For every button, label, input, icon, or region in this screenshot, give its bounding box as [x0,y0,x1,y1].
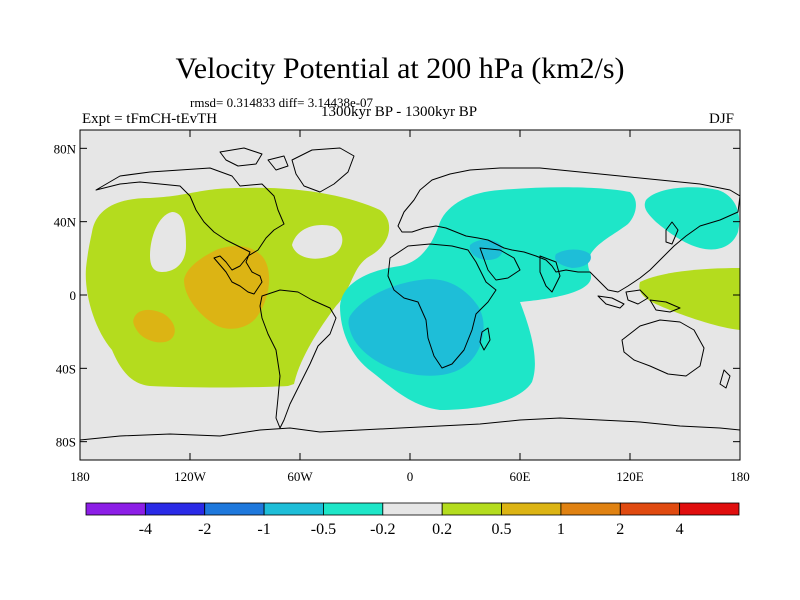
colorbar-label: 4 [676,521,684,538]
negative-center-asia [555,249,591,268]
experiment-label: Expt = tFmCH-tEvTH [82,111,218,127]
lon-tick-label: 180 [70,469,90,484]
colorbar-label: -4 [139,521,152,538]
colorbar-box [501,502,562,516]
lon-tick-label: 120W [174,469,207,484]
coast-north-america [95,167,285,295]
positive-anomaly-east [639,268,740,330]
contour-fields [85,187,740,410]
positive-center-west [184,246,270,329]
coast-greenland [291,147,355,193]
latitude-axis: 80N 40N 0 40S 80S [54,141,740,450]
negative-anomaly-northeast [644,187,740,250]
colorbar-box [382,502,443,516]
colorbar-label: 1 [557,521,565,538]
colorbar-label: 0.5 [492,521,512,538]
lat-tick-label: 40N [54,215,77,230]
coastlines [80,147,740,441]
colorbar-box [619,502,681,516]
lat-tick-label: 80N [54,141,77,156]
lon-tick-label: 180 [730,469,750,484]
coast-south-america [259,289,337,429]
colorbar-box [679,502,740,516]
coast-arctic-islands [219,147,289,171]
longitude-axis: 180 120W 60W 0 60E 120E 180 [70,130,750,484]
coast-india [539,255,561,293]
lon-tick-label: 60W [287,469,313,484]
positive-center-southwest [133,309,175,343]
coast-antarctica [80,417,740,441]
lat-tick-label: 40S [56,361,76,376]
coast-new-zealand [719,369,731,389]
colorbar-box [263,502,324,516]
coast-eurasia [397,167,740,293]
coast-africa [387,243,497,369]
negative-center-central [348,279,484,376]
coast-arabia [479,247,521,281]
season-label: DJF [709,111,735,127]
colorbar-label: -2 [198,521,211,538]
colorbar-label: -0.2 [370,521,395,538]
background-hole-west [150,212,186,272]
period-label: 1300kyr BP - 1300kyr BP [321,104,478,120]
colorbar-label: -1 [257,521,270,538]
colorbar-box [144,502,206,516]
colorbar-box [204,502,265,516]
lat-tick-label: 0 [70,288,77,303]
colorbar-box [323,502,384,516]
colorbar-label: -0.5 [311,521,336,538]
coast-maritime-continent [597,289,681,313]
lat-tick-label: 80S [56,435,76,450]
coast-madagascar [479,327,491,351]
colorbar-box [85,502,146,516]
colorbar-label: 2 [616,521,624,538]
lon-tick-label: 120E [616,469,644,484]
coast-australia [621,319,705,377]
stats-text: rmsd= 0.314833 diff= 3.14438e-07 [190,95,374,110]
negative-center-north [469,239,503,260]
background-hole-north [292,224,343,259]
lon-tick-label: 0 [407,469,414,484]
colorbar-box [560,502,621,516]
colorbar: -4 -2 -1 -0.5 -0.2 0.2 0.5 1 2 4 [85,502,740,538]
map-title: Velocity Potential at 200 hPa (km2/s) [175,52,625,85]
coast-japan [665,221,679,245]
colorbar-label: 0.2 [432,521,452,538]
colorbar-box [441,502,502,516]
lon-tick-label: 60E [510,469,531,484]
